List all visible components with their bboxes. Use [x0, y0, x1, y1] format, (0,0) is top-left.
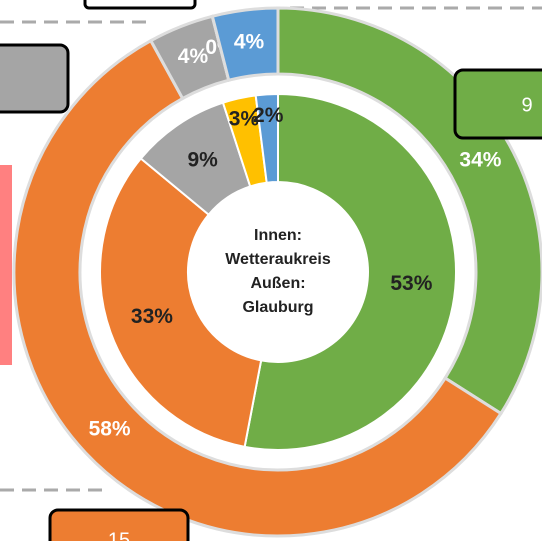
data-label: 3%: [229, 107, 260, 130]
data-label: 34%: [459, 148, 501, 171]
annotation: 15: [108, 529, 130, 541]
donut-slice: [99, 157, 263, 449]
center-hole: [190, 184, 366, 360]
center-text: Glauburg: [242, 299, 313, 316]
donut-slice: [254, 92, 279, 184]
donut-slice: [243, 92, 457, 451]
box: [83, 0, 197, 10]
donut-slice: [210, 6, 280, 83]
center-text: Innen:: [254, 227, 302, 244]
box: [453, 68, 542, 140]
data-label: 9%: [188, 149, 219, 172]
data-label: 4%: [234, 30, 265, 53]
donut-slice: [12, 38, 503, 538]
data-label: 53%: [390, 272, 432, 295]
box: [48, 508, 190, 546]
data-label: 58%: [89, 418, 131, 441]
annotation: 9: [521, 94, 532, 116]
center-text: Wetteraukreis: [225, 251, 331, 268]
bar-decoration: [0, 165, 12, 365]
center-text: Außen:: [250, 275, 305, 292]
data-label: 33%: [131, 305, 173, 328]
data-label: 4%: [178, 45, 209, 68]
box: [0, 43, 70, 114]
data-label: 2%: [253, 104, 284, 127]
